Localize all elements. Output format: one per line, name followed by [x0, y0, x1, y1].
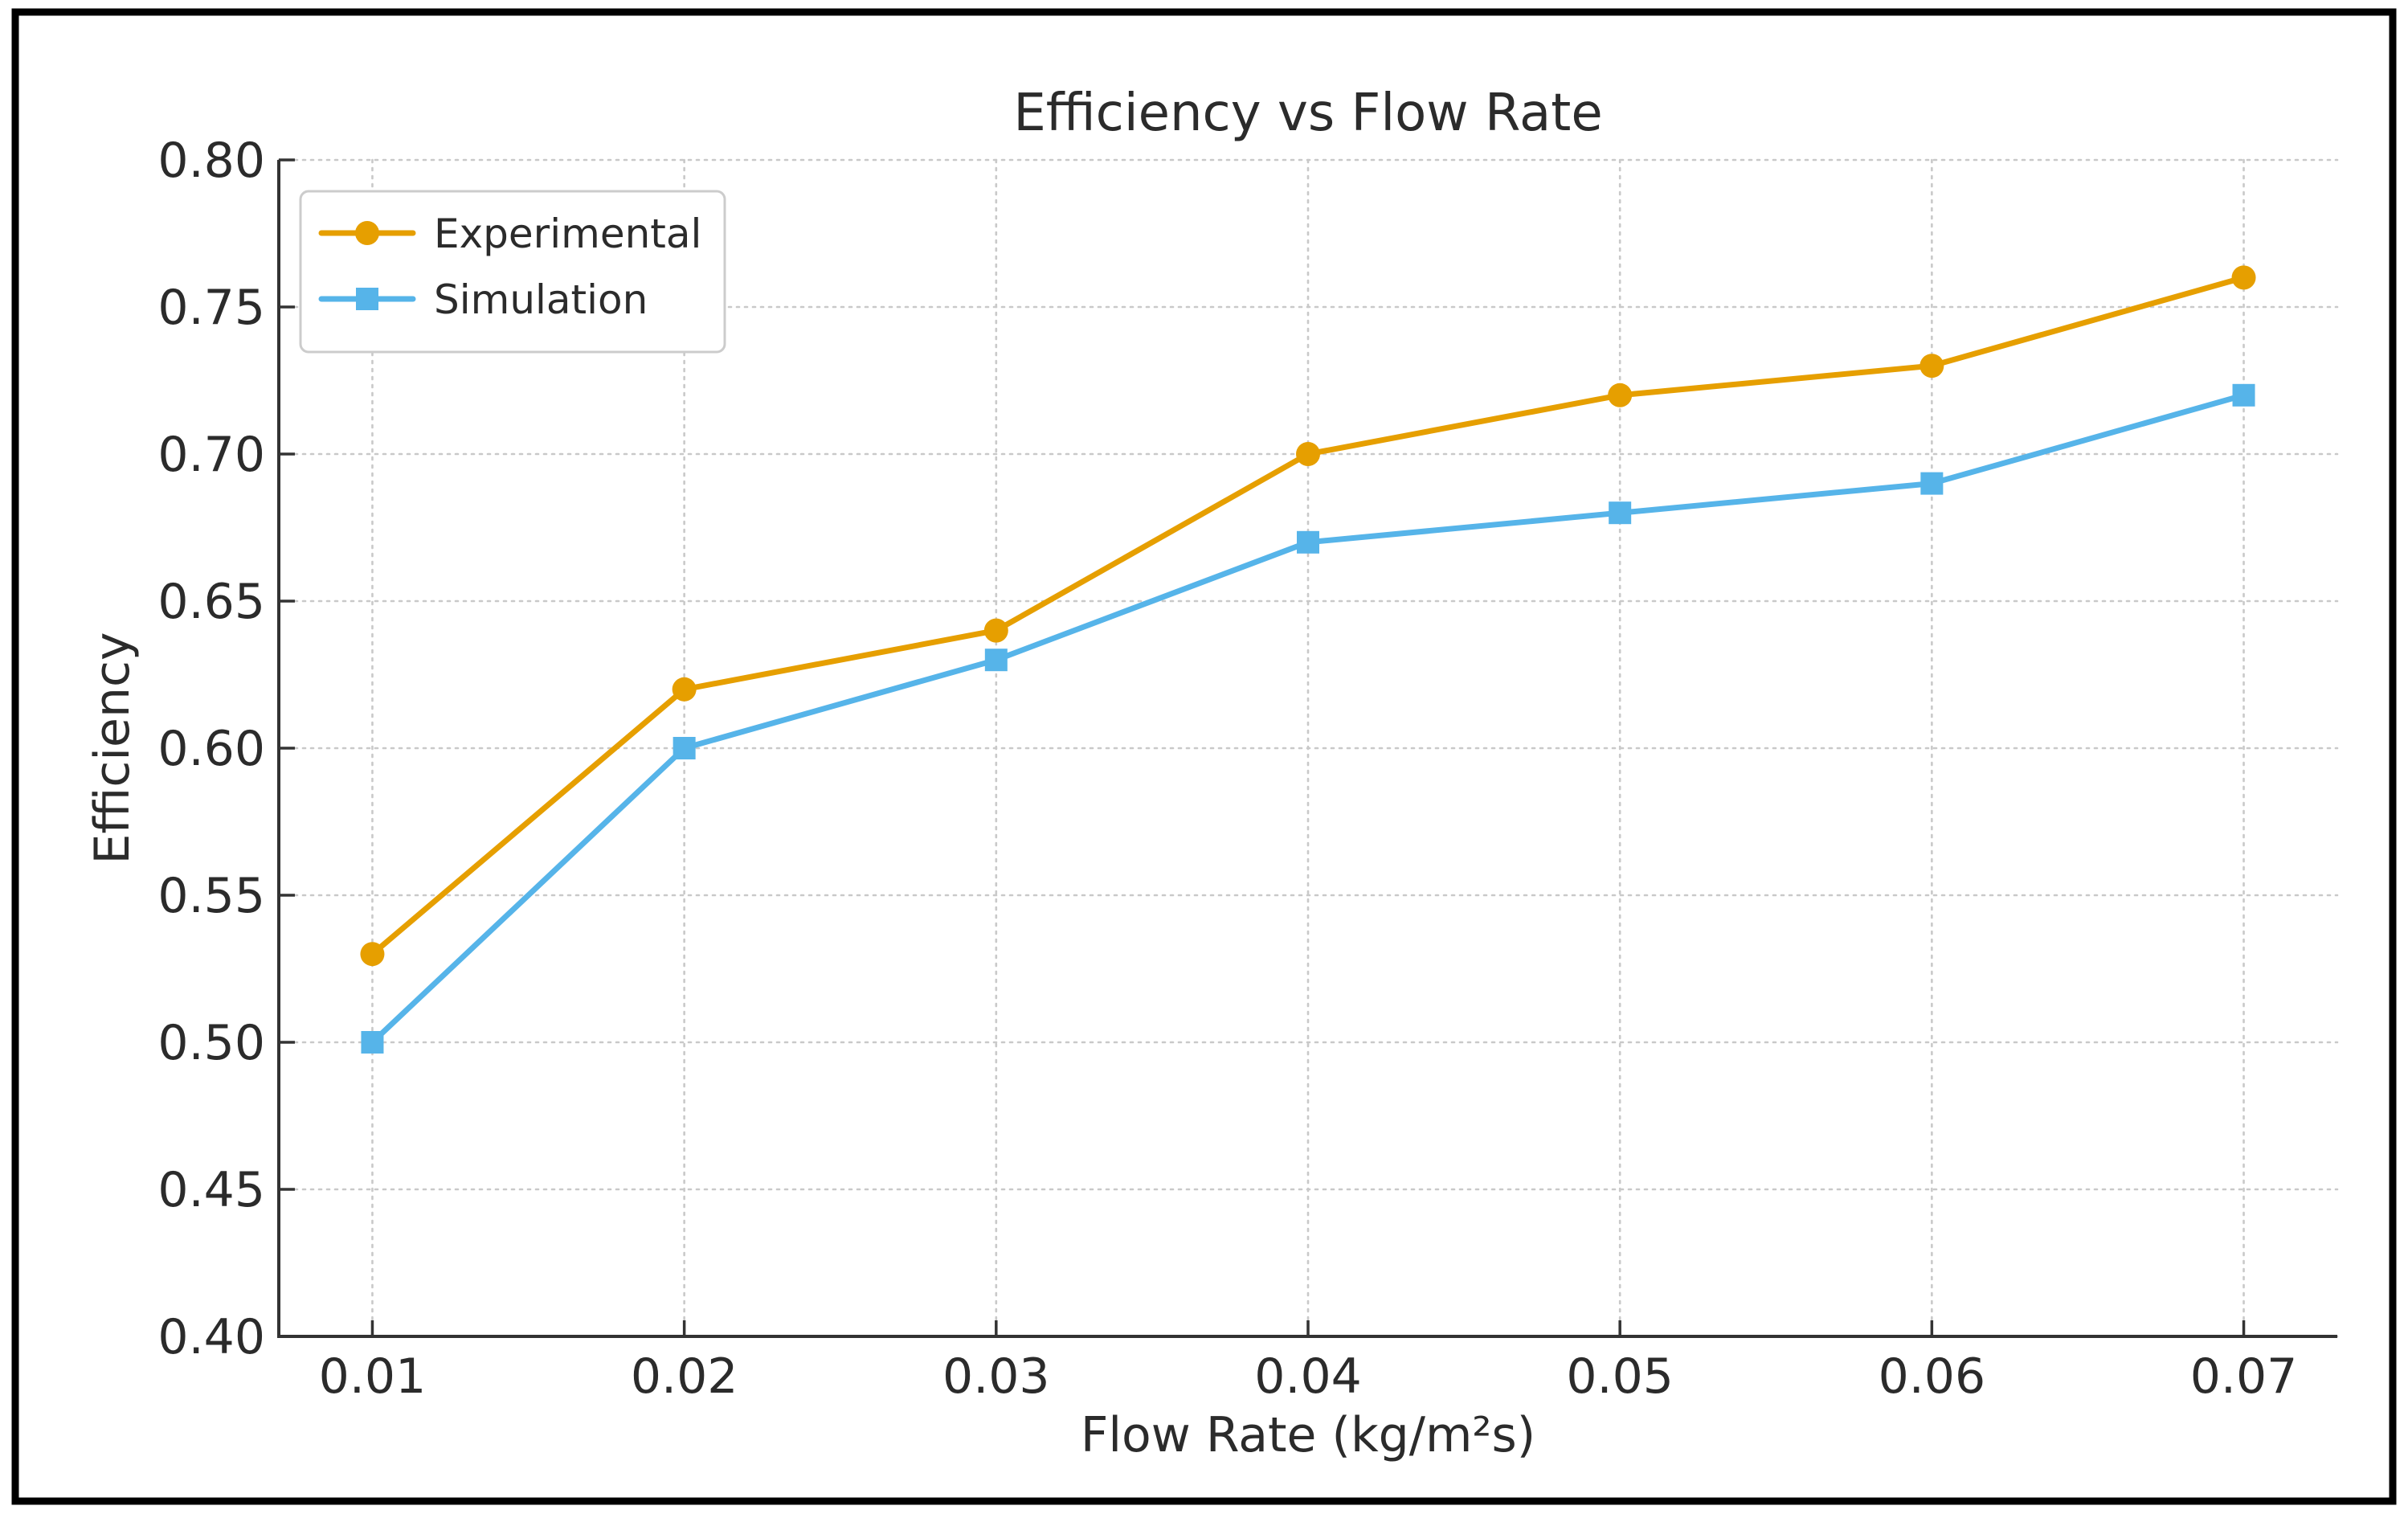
legend: Experimental Simulation [299, 190, 726, 354]
legend-label-experimental: Experimental [434, 211, 701, 257]
series-experimental-marker-icon [1608, 383, 1633, 407]
series-simulation-marker-icon [2232, 383, 2255, 407]
series-simulation-marker-icon [673, 737, 696, 759]
screenshot-border [11, 8, 2397, 1505]
x-tick-label: 0.07 [2190, 1348, 2298, 1405]
y-tick-label: 0.65 [157, 574, 265, 630]
y-tick-label: 0.75 [157, 280, 265, 336]
plot-area: 0.01 0.02 0.03 0.04 0.05 0.06 0.07 0.40 0.45 0.50… [157, 133, 2339, 1405]
chart-title: Efficiency vs Flow Rate [1013, 84, 1602, 143]
simulation-marker-icon [356, 288, 378, 310]
series-experimental-marker-icon [1296, 442, 1320, 466]
series-simulation-marker-icon [1297, 530, 1319, 554]
y-axis-label: Efficiency [84, 632, 141, 864]
x-tick-label: 0.02 [631, 1348, 738, 1405]
experimental-marker-icon [355, 221, 379, 245]
series-simulation-marker-icon [1609, 501, 1632, 525]
legend-item-simulation: Simulation [318, 276, 648, 323]
y-tick-label: 0.80 [157, 133, 265, 189]
series-simulation-marker-icon [361, 1031, 384, 1054]
x-tick-label: 0.05 [1566, 1348, 1674, 1405]
x-axis-label: Flow Rate (kg/m²s) [1081, 1407, 1535, 1463]
legend-label-simulation: Simulation [434, 276, 648, 323]
series-experimental-marker-icon [672, 677, 697, 702]
y-tick-label: 0.60 [157, 721, 265, 777]
series-experimental-marker-icon [1919, 354, 1944, 378]
x-tick-label: 0.04 [1254, 1348, 1362, 1405]
y-tick-label: 0.45 [157, 1162, 265, 1218]
x-tick-label: 0.03 [942, 1348, 1050, 1405]
y-tick-label: 0.70 [157, 427, 265, 483]
series-experimental-marker-icon [2231, 265, 2256, 290]
y-tick-label: 0.55 [157, 868, 265, 924]
series-simulation-marker-icon [984, 649, 1008, 672]
series-experimental-marker-icon [983, 618, 1008, 643]
x-tick-label: 0.06 [1879, 1348, 1986, 1405]
legend-item-experimental: Experimental [318, 211, 701, 257]
series-experimental-marker-icon [360, 942, 385, 967]
y-tick-label: 0.50 [157, 1015, 265, 1071]
series-simulation-marker-icon [1920, 472, 1944, 495]
x-tick-label: 0.01 [319, 1348, 427, 1405]
y-tick-label: 0.40 [157, 1309, 265, 1365]
